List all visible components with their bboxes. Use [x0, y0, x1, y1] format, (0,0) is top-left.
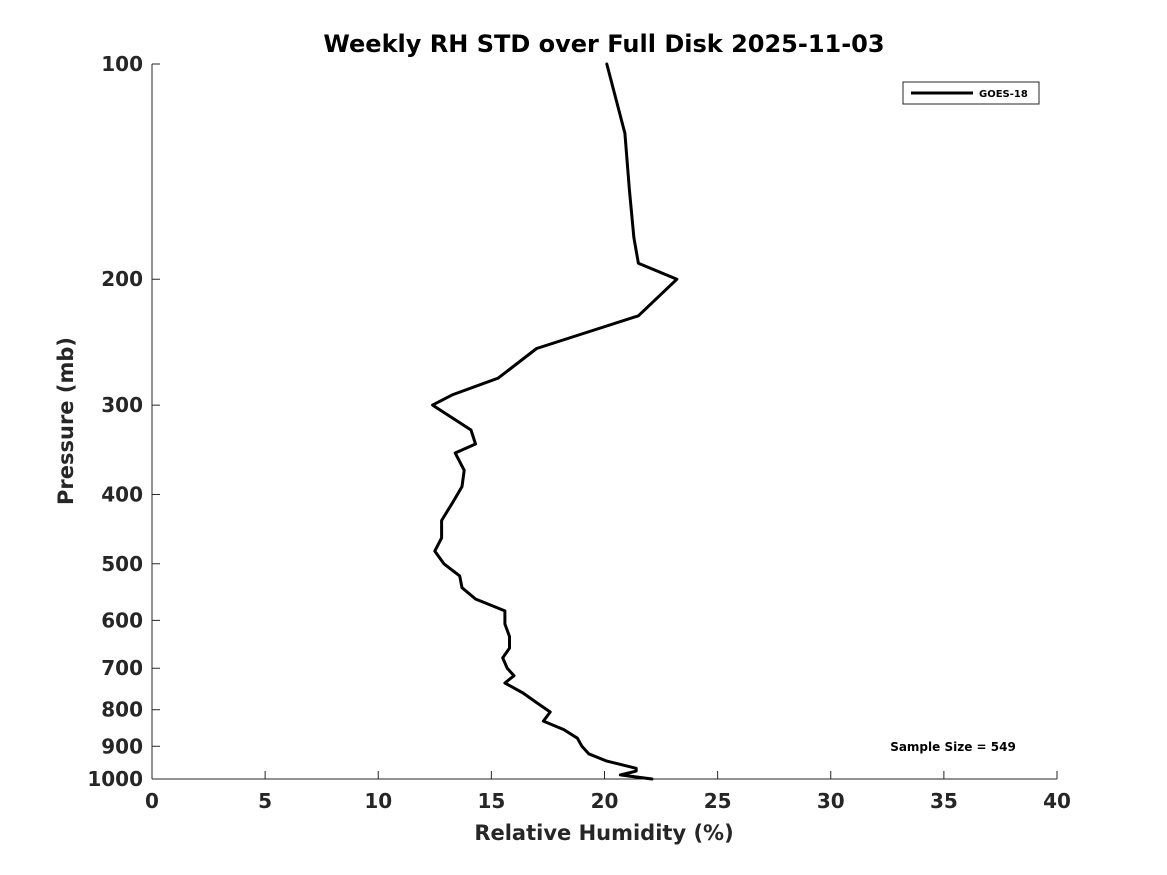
legend: GOES-18 [902, 81, 1040, 105]
chart-title: Weekly RH STD over Full Disk 2025-11-03 [323, 30, 884, 58]
x-axis-label: Relative Humidity (%) [474, 821, 733, 845]
x-tick-label: 10 [364, 789, 392, 813]
y-tick-label: 400 [101, 482, 143, 506]
y-tick-label: 100 [101, 52, 143, 76]
y-tick-label: 700 [101, 656, 143, 680]
x-tick-label: 35 [930, 789, 958, 813]
y-tick-label: 800 [101, 698, 143, 722]
x-tick-label: 0 [145, 789, 159, 813]
x-tick-label: 40 [1043, 789, 1071, 813]
y-ticks: 100 200 300 400 500 600 700 800 900 1000 [87, 52, 160, 791]
y-tick-label: 1000 [87, 767, 143, 791]
y-tick-label: 200 [101, 267, 143, 291]
axes [151, 64, 1057, 780]
x-tick-label: 15 [477, 789, 505, 813]
x-tick-label: 30 [817, 789, 845, 813]
series-layer [431, 62, 679, 781]
y-tick-label: 500 [101, 552, 143, 576]
legend-label-goes-18: GOES-18 [979, 89, 1028, 100]
x-ticks: 0 5 10 15 20 25 30 35 40 [145, 771, 1071, 813]
y-tick-label: 300 [101, 393, 143, 417]
x-tick-label: 20 [591, 789, 619, 813]
x-tick-label: 25 [704, 789, 732, 813]
y-tick-label: 900 [101, 734, 143, 758]
series-line-goes-18 [431, 62, 679, 781]
sample-size-annotation: Sample Size = 549 [890, 740, 1016, 754]
x-tick-label: 5 [258, 789, 272, 813]
y-axis-label: Pressure (mb) [54, 337, 78, 505]
y-tick-label: 600 [101, 608, 143, 632]
